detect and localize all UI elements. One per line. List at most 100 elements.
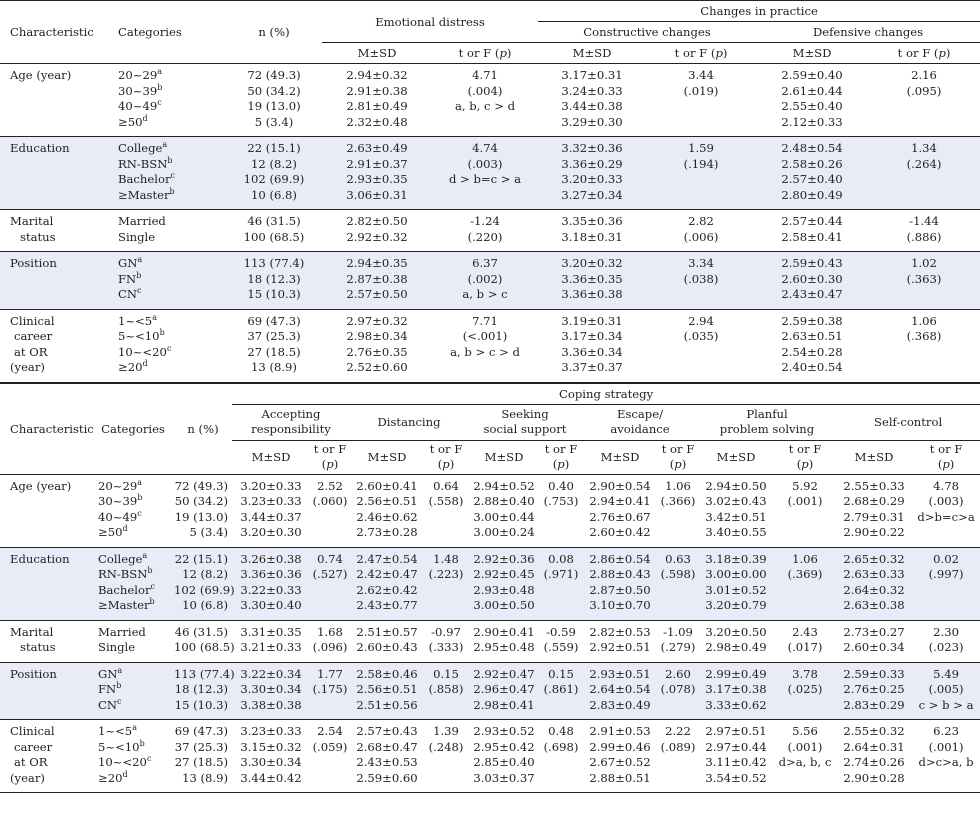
value-line: 2.74±0.26 <box>843 755 905 769</box>
value-line: 0.15 <box>433 666 459 681</box>
value-line: (.001) <box>787 494 823 508</box>
value-line: d>a, b, c <box>778 755 832 769</box>
tf-subheader: t or F (p) <box>424 439 468 475</box>
ed-msd-cell: 2.97±0.32 2.98±0.34 2.76±0.35 2.52±0.60 <box>322 309 432 382</box>
value-line: 2.64±0.32 <box>843 582 905 597</box>
value-line: (.006) <box>683 229 719 244</box>
characteristic-label: Marital <box>10 214 54 228</box>
ar-msd-cell: 3.22±0.34 3.30±0.34 3.38±0.38 <box>232 662 310 720</box>
value-line: 37 (25.3) <box>247 329 301 343</box>
value-line: 19 (13.0) <box>247 99 301 113</box>
characteristic-label: career <box>14 329 53 343</box>
value-line: a, b, c > d <box>454 99 516 113</box>
ed-msd-cell: 2.63±0.49 2.91±0.37 2.93±0.35 3.06±0.31 <box>322 137 432 210</box>
value-line: (.017) <box>787 640 823 654</box>
value-line: 100 (68.5) <box>243 229 305 244</box>
ar-msd-cell: 3.26±0.38 3.36±0.36 3.22±0.33 3.30±0.40 <box>232 547 310 620</box>
value-line: 3.22±0.33 <box>240 582 302 597</box>
dc-tf-cell: -1.44 (.886) <box>868 210 980 252</box>
value-line: a, b > c <box>462 287 508 301</box>
value-line: 2.97±0.51 <box>705 724 767 738</box>
value-line: 2.92±0.51 <box>589 640 651 654</box>
value-line: 0.15 <box>548 666 574 681</box>
value-line: (.089) <box>660 739 696 754</box>
value-line: 2.60±0.42 <box>589 525 651 539</box>
col2-seeking: Seeking social support <box>483 406 567 437</box>
t2-row-group: Position GNa FNb CNc 113 (77.4) 18 (12.3) 15… <box>0 662 980 720</box>
n-cell: 72 (49.3) 50 (34.2) 19 (13.0) 5 (3.4) <box>226 64 322 137</box>
ss-msd-cell: 2.93±0.52 2.95±0.42 2.85±0.40 3.03±0.37 <box>468 720 540 793</box>
value-line: (.025) <box>787 682 823 696</box>
col2-distancing: Distancing <box>377 415 441 429</box>
value-line: 2.60±0.43 <box>356 640 418 654</box>
col-constructive: Constructive changes <box>583 25 711 39</box>
value-line: 2.58±0.46 <box>356 666 418 681</box>
value-line: 69 (47.3) <box>247 313 301 328</box>
characteristic-label: at OR <box>14 755 48 769</box>
value-line: 5 (3.4) <box>189 525 228 539</box>
category-item: 30~39b <box>98 493 143 509</box>
value-line: (.997) <box>928 567 964 581</box>
n-cell: 113 (77.4) 18 (12.3) 15 (10.3) <box>226 252 322 310</box>
sc-tf-cell: 2.30 (.023) <box>912 620 980 662</box>
value-line: 27 (18.5) <box>247 344 301 359</box>
sc-msd-cell: 2.65±0.32 2.63±0.33 2.64±0.32 2.63±0.38 <box>836 547 912 620</box>
value-line: 3.11±0.42 <box>705 755 767 769</box>
value-line: 2.54±0.28 <box>781 344 843 359</box>
n-cell: 22 (15.1) 12 (8.2) 102 (69.9) 10 (6.8) <box>174 547 235 620</box>
characteristic-cell: Education <box>0 137 108 210</box>
ar-msd-cell: 3.23±0.33 3.15±0.32 3.30±0.34 3.44±0.42 <box>232 720 310 793</box>
category-item: ≥Masterb <box>98 597 155 613</box>
value-line: 2.88±0.43 <box>589 567 651 581</box>
value-line: 3.44±0.37 <box>240 509 302 524</box>
t2-row-group: Clinical career at OR (year) 1~<5a 5~<10b 10~… <box>0 720 980 793</box>
value-line: 13 (8.9) <box>182 770 228 785</box>
characteristic-label: at OR <box>14 344 48 359</box>
value-line: 3.00±0.00 <box>705 567 767 581</box>
value-line: 3.40±0.55 <box>705 525 767 539</box>
value-line: (.279) <box>660 640 696 654</box>
value-line: 2.30 <box>933 624 959 639</box>
value-line: 2.61±0.44 <box>781 83 843 98</box>
n-cell: 113 (77.4) 18 (12.3) 15 (10.3) <box>174 662 235 720</box>
di-msd-cell: 2.60±0.41 2.56±0.51 2.46±0.62 2.73±0.28 <box>350 474 424 547</box>
ss-tf-cell: 0.08 (.971) <box>540 547 582 620</box>
value-line: 1.06 <box>911 313 937 328</box>
value-line: 3.36±0.35 <box>561 271 623 286</box>
value-line: 5 (3.4) <box>254 114 294 129</box>
col2-n: n (%) <box>174 383 232 475</box>
pp-msd-cell: 2.99±0.49 3.17±0.38 3.33±0.62 <box>698 662 774 720</box>
value-line: 2.54 <box>317 724 343 738</box>
category-item: RN-BSNb <box>98 566 153 582</box>
value-line: 2.90±0.28 <box>843 770 905 785</box>
di-msd-cell: 2.58±0.46 2.56±0.51 2.51±0.56 <box>350 662 424 720</box>
di-msd-cell: 2.57±0.43 2.68±0.47 2.43±0.53 2.59±0.60 <box>350 720 424 793</box>
value-line: 2.62±0.42 <box>356 582 418 597</box>
value-line: 2.43±0.53 <box>356 755 418 769</box>
category-item: ≥Masterb <box>118 186 175 202</box>
value-line: 2.88±0.40 <box>473 494 535 508</box>
value-line: 7.71 <box>472 313 498 328</box>
value-line: 3.20±0.33 <box>240 478 302 493</box>
value-line: 2.59±0.43 <box>781 256 843 270</box>
value-line: 2.82 <box>688 214 714 228</box>
tf-subheader: t or F (p) <box>310 439 350 475</box>
value-line: 2.95±0.48 <box>473 640 535 654</box>
value-line: 2.94±0.41 <box>589 494 651 508</box>
value-line: 1.68 <box>317 624 343 639</box>
value-line: 3.00±0.50 <box>473 598 535 612</box>
value-line: 2.83±0.49 <box>589 697 651 712</box>
value-line: 37 (25.3) <box>174 739 228 754</box>
characteristic-cell: Education <box>0 547 92 620</box>
value-line: 0.08 <box>548 551 574 566</box>
value-line: 3.78 <box>792 666 818 681</box>
characteristic-cell: Marital status <box>0 620 92 662</box>
category-item: 20~29a <box>118 67 163 83</box>
value-line: 2.85±0.40 <box>473 755 535 769</box>
value-line: 12 (8.2) <box>251 156 297 171</box>
value-line: 3.01±0.52 <box>705 582 767 597</box>
value-line: 2.57±0.43 <box>356 724 418 738</box>
categories-cell: 20~29a 30~39b 40~49c ≥50d <box>108 64 226 137</box>
ss-tf-cell: 0.40 (.753) <box>540 474 582 547</box>
value-line: 3.20±0.79 <box>705 598 767 612</box>
